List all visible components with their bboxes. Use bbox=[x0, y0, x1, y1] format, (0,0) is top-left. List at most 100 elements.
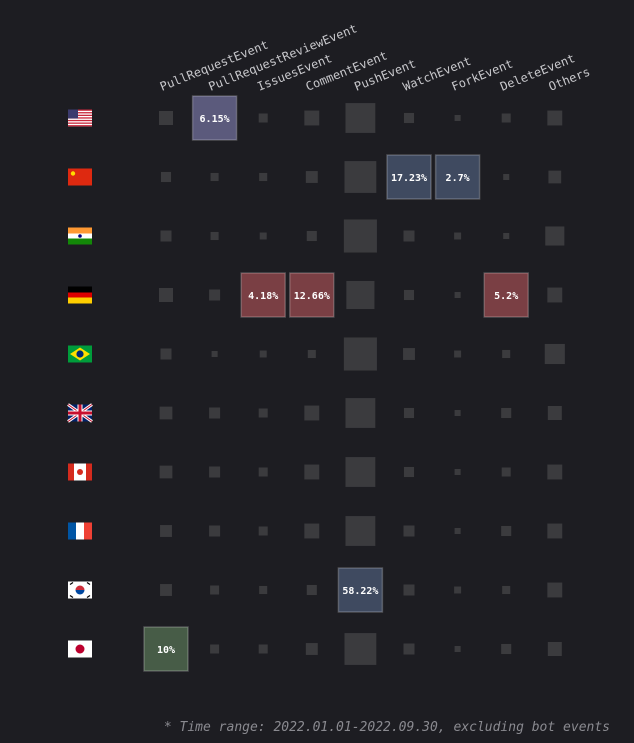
value-label: 2.7% bbox=[446, 173, 470, 184]
highlight-cell bbox=[386, 154, 432, 200]
cell bbox=[304, 405, 320, 421]
cell bbox=[454, 409, 461, 417]
cell bbox=[403, 230, 415, 242]
cell bbox=[305, 643, 318, 655]
flag-part bbox=[68, 119, 92, 122]
flag-part bbox=[68, 297, 92, 304]
flag-part bbox=[68, 109, 78, 119]
flag bbox=[68, 168, 92, 186]
flag bbox=[68, 522, 92, 540]
cell bbox=[454, 350, 462, 358]
flag-part bbox=[75, 644, 85, 654]
flag-part bbox=[68, 122, 92, 124]
cell bbox=[307, 349, 316, 359]
cell bbox=[454, 586, 462, 594]
cell bbox=[502, 585, 511, 595]
cell bbox=[259, 172, 268, 182]
value-label: 58.22% bbox=[342, 586, 378, 597]
cell bbox=[547, 523, 563, 539]
cell bbox=[209, 466, 221, 478]
flag-part bbox=[68, 125, 92, 127]
cell bbox=[403, 348, 415, 360]
flag bbox=[68, 463, 92, 481]
cell bbox=[403, 112, 415, 124]
flag-part bbox=[75, 590, 85, 595]
cell bbox=[158, 110, 174, 126]
cell bbox=[259, 232, 267, 240]
cell bbox=[345, 457, 376, 487]
cell bbox=[304, 110, 320, 126]
flag bbox=[68, 227, 92, 245]
cell bbox=[547, 287, 563, 303]
cell bbox=[159, 406, 173, 420]
flag-part bbox=[68, 522, 76, 540]
highlight-cell bbox=[337, 567, 384, 613]
cell bbox=[454, 527, 461, 535]
flag bbox=[68, 581, 92, 599]
cell bbox=[304, 464, 320, 480]
cell bbox=[501, 525, 512, 537]
flag-part bbox=[76, 522, 84, 540]
cell bbox=[344, 161, 377, 193]
cell bbox=[343, 337, 377, 371]
flag-part bbox=[70, 171, 76, 176]
flag-part bbox=[68, 286, 92, 293]
flag-part bbox=[68, 238, 92, 245]
cell bbox=[211, 350, 218, 358]
cell bbox=[305, 171, 318, 183]
cell bbox=[259, 350, 267, 358]
cell bbox=[403, 584, 415, 596]
cell bbox=[159, 465, 173, 479]
cell bbox=[160, 348, 172, 360]
cell bbox=[403, 525, 415, 537]
value-label: 10% bbox=[157, 645, 175, 656]
cell bbox=[160, 584, 172, 596]
cell bbox=[160, 230, 172, 242]
flag-part bbox=[69, 582, 74, 585]
flag bbox=[68, 109, 92, 127]
cell bbox=[501, 113, 511, 123]
flag-part bbox=[75, 585, 85, 590]
flag-part bbox=[68, 411, 92, 415]
cell bbox=[259, 585, 268, 595]
value-label: 4.18% bbox=[248, 291, 278, 302]
cell bbox=[454, 468, 461, 476]
cell bbox=[544, 343, 565, 365]
cell bbox=[210, 585, 220, 595]
cell bbox=[403, 466, 415, 478]
cell bbox=[258, 644, 268, 654]
flag-part bbox=[68, 114, 92, 116]
cell bbox=[547, 110, 563, 126]
flag bbox=[68, 345, 92, 363]
highlight-cell bbox=[143, 626, 189, 672]
cell bbox=[209, 289, 221, 301]
cell bbox=[501, 643, 512, 655]
flag bbox=[68, 286, 92, 304]
cell bbox=[306, 584, 317, 596]
cell bbox=[547, 582, 563, 598]
flag-part bbox=[68, 292, 92, 298]
highlight-cell bbox=[289, 272, 335, 318]
cell bbox=[403, 407, 415, 419]
flag-part bbox=[68, 112, 92, 114]
flag-part bbox=[86, 595, 91, 598]
cell bbox=[258, 408, 268, 418]
cell bbox=[548, 170, 562, 184]
cell bbox=[344, 633, 377, 665]
value-label: 6.15% bbox=[200, 114, 230, 125]
flag-part bbox=[77, 469, 83, 475]
cell bbox=[258, 526, 268, 536]
cell bbox=[454, 232, 462, 240]
flag bbox=[67, 403, 93, 423]
cell bbox=[209, 407, 221, 419]
cell bbox=[503, 173, 510, 181]
footnote: * Time range: 2022.01.01-2022.09.30, exc… bbox=[164, 720, 610, 735]
highlight-cell bbox=[483, 272, 529, 318]
cell bbox=[345, 398, 376, 428]
cell bbox=[210, 231, 219, 241]
value-label: 12.66% bbox=[294, 291, 330, 302]
cell bbox=[501, 407, 512, 419]
cell bbox=[545, 226, 565, 246]
highlight-cell bbox=[191, 95, 238, 141]
cell bbox=[547, 405, 562, 421]
